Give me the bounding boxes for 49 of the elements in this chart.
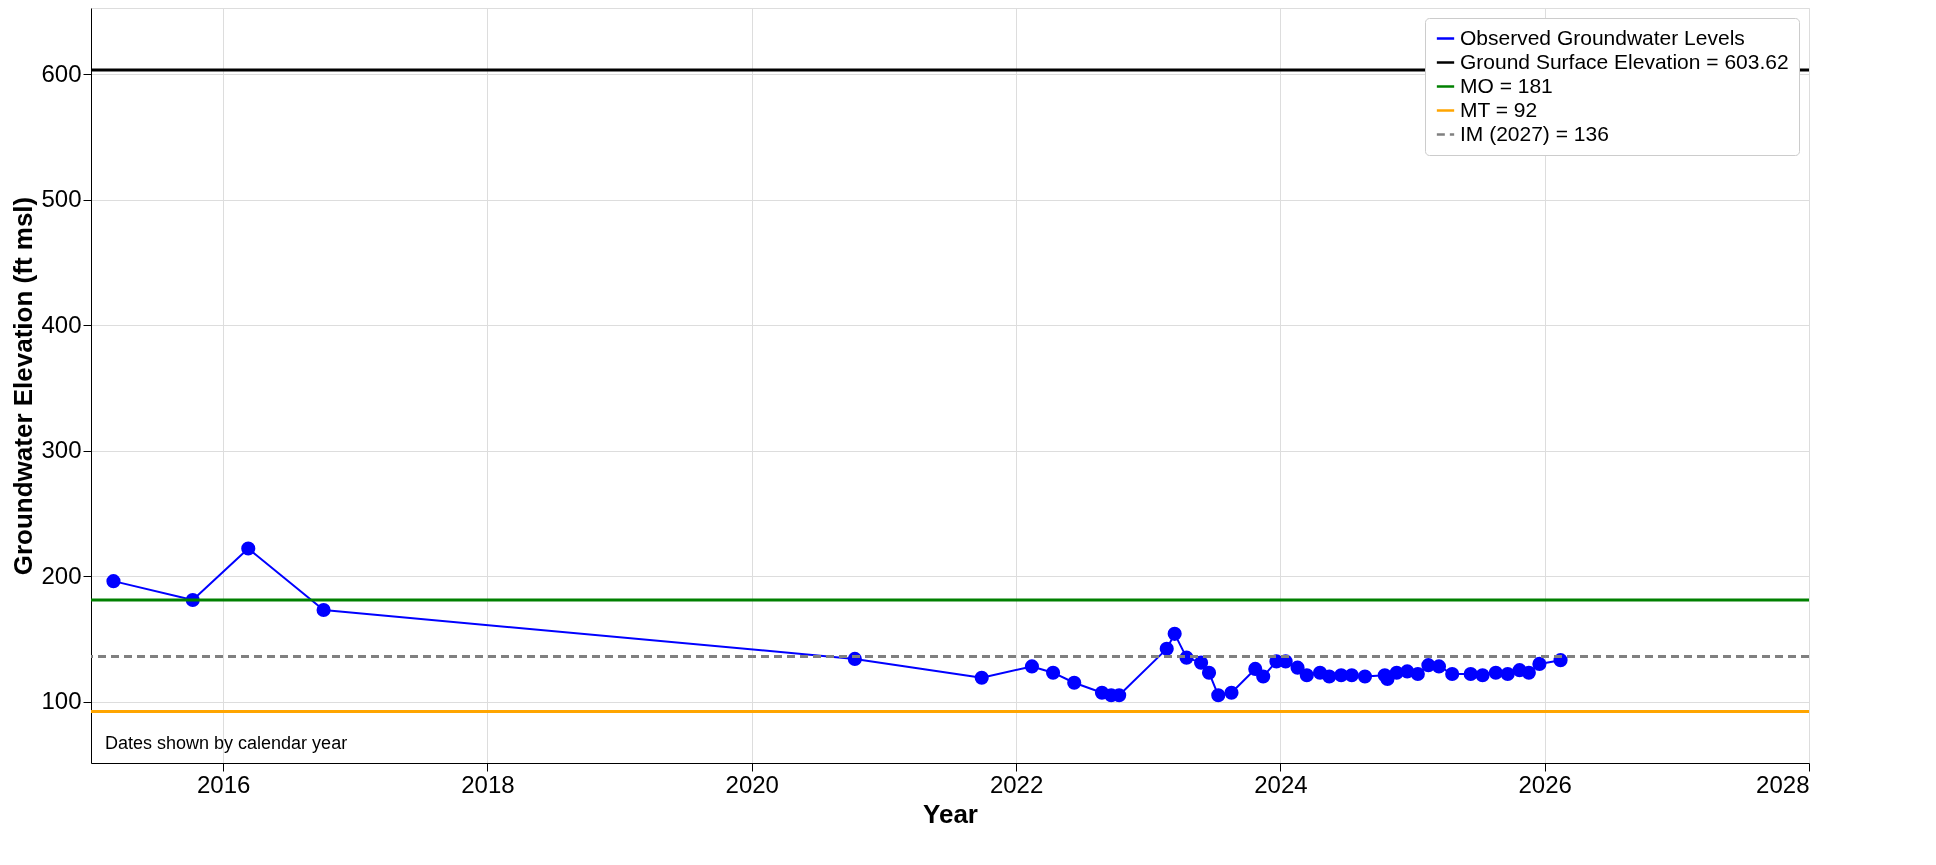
point <box>1167 626 1182 641</box>
legend-label: MT = 92 <box>1460 97 1538 121</box>
legend-label: Observed Groundwater Levels <box>1460 25 1745 49</box>
y-axis-title: Groundwater Elevation (ft msl) <box>8 196 39 576</box>
ref-line-label: Ground Surface Elevation = 603.62 <box>1460 49 1789 73</box>
point <box>974 670 989 685</box>
x-tick-label: 2016 <box>196 770 251 798</box>
x-tick-label: 2018 <box>461 770 515 798</box>
x-tick-label: 2020 <box>725 770 779 798</box>
point <box>1532 656 1547 671</box>
point <box>1224 685 1239 700</box>
point <box>1500 666 1515 682</box>
point <box>1159 641 1174 656</box>
point <box>1299 668 1314 683</box>
x-tick-label: 2028 <box>1756 770 1810 798</box>
legend-label: IM (2027) = 136 <box>1460 121 1609 145</box>
point <box>1463 666 1478 682</box>
point <box>1445 666 1460 682</box>
point <box>1211 688 1226 703</box>
point <box>1344 668 1359 683</box>
point <box>1046 665 1061 680</box>
point <box>1488 665 1503 680</box>
point <box>106 574 121 589</box>
point <box>1024 659 1040 674</box>
point <box>1357 669 1373 684</box>
point <box>1201 665 1217 680</box>
legend-label: MO = 181 <box>1460 73 1553 97</box>
annotation: Dates shown by calendar year <box>105 733 348 753</box>
y-tick-label: 400 <box>41 310 82 338</box>
point <box>316 602 331 618</box>
x-tick-label: 2026 <box>1518 770 1572 798</box>
point <box>1521 665 1536 680</box>
y-tick-label: 100 <box>41 687 82 715</box>
point <box>1475 668 1490 683</box>
point <box>1256 669 1271 684</box>
x-axis-title: Year <box>923 798 978 829</box>
y-tick-label: 600 <box>41 59 82 87</box>
point <box>1431 659 1447 674</box>
point <box>1067 675 1082 690</box>
point <box>1322 669 1337 684</box>
point <box>1410 666 1425 682</box>
x-tick-label: 2024 <box>1254 770 1308 798</box>
point <box>1290 660 1305 675</box>
x-tick-label: 2022 <box>989 770 1044 798</box>
point <box>241 541 256 556</box>
y-tick-label: 200 <box>41 561 82 589</box>
point <box>1194 655 1209 670</box>
y-tick-label: 500 <box>41 185 82 213</box>
y-tick-label: 300 <box>41 436 82 464</box>
